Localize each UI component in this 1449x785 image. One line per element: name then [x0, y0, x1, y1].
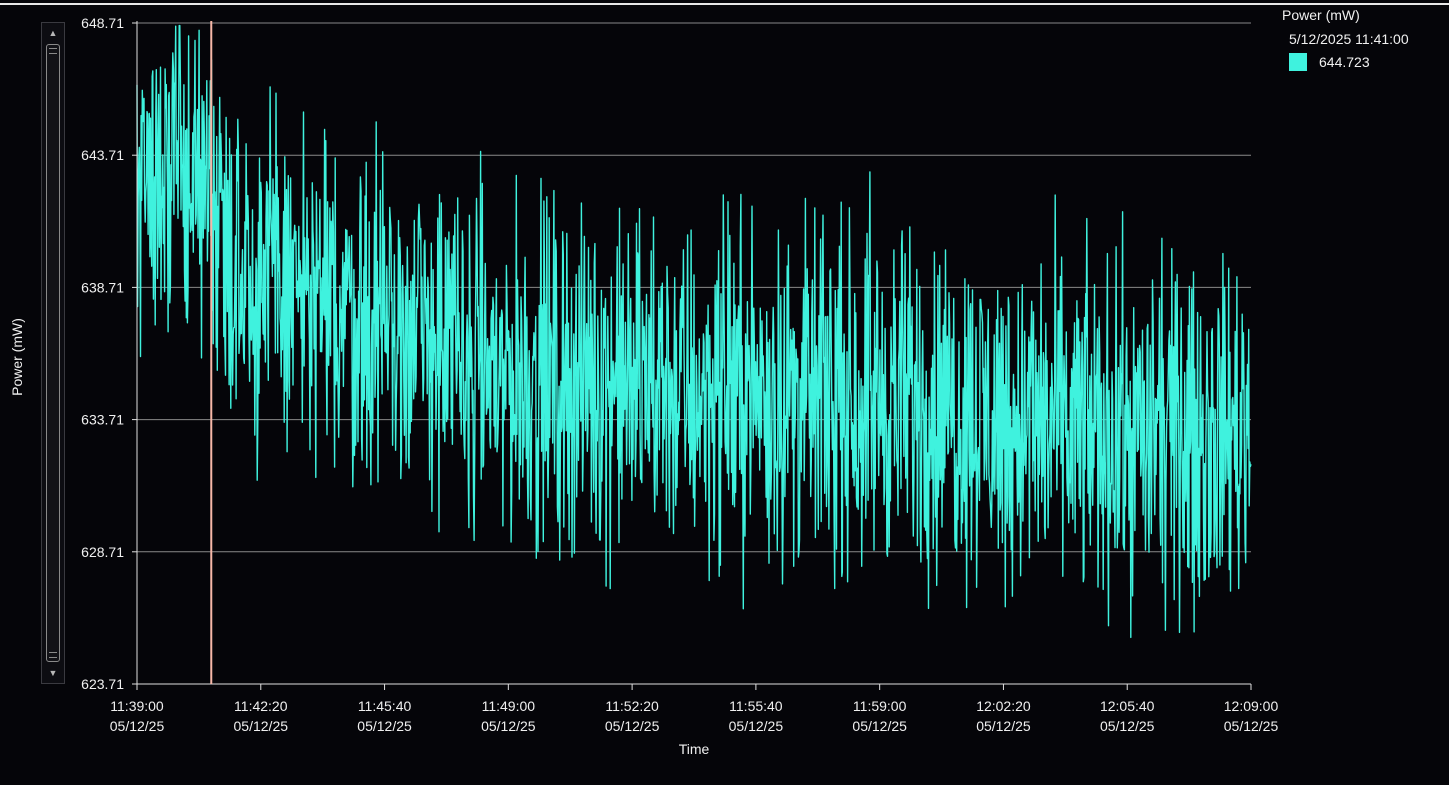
thumb-grip-top [49, 48, 57, 54]
y-tick-label: 643.71 [81, 147, 124, 163]
legend-item: 644.723 [1289, 53, 1442, 71]
legend-value: 644.723 [1319, 54, 1370, 70]
legend-swatch [1289, 53, 1307, 71]
legend-title: Power (mW) [1282, 7, 1360, 23]
x-tick-date-label: 05/12/25 [605, 718, 660, 734]
window-top-border [0, 3, 1449, 5]
legend-timestamp: 5/12/2025 11:41:00 [1289, 31, 1409, 47]
x-tick-date-label: 05/12/25 [1224, 718, 1279, 734]
tick-labels: 648.71 643.71 638.71 633.71 628.71 623.71 11:3… [81, 15, 1278, 734]
chevron-down-icon[interactable]: ▼ [48, 668, 58, 678]
x-tick-time-label: 11:55:40 [729, 698, 783, 714]
x-tick-time-label: 12:02:20 [976, 698, 1031, 714]
legend: Power (mW) 5/12/2025 11:41:00 644.723 [1282, 6, 1442, 71]
x-tick-time-label: 11:42:20 [234, 698, 288, 714]
power-series-line [136, 24, 1252, 639]
chevron-up-icon[interactable]: ▲ [48, 28, 58, 38]
y-tick-label: 628.71 [81, 544, 124, 560]
x-tick-date-label: 05/12/25 [852, 718, 907, 734]
x-tick-time-label: 11:39:00 [110, 698, 164, 714]
x-axis-title: Time [678, 741, 710, 757]
x-tick-date-label: 05/12/25 [1100, 718, 1155, 734]
x-tick-time-label: 12:09:00 [1224, 698, 1279, 714]
x-tick-date-label: 05/12/25 [481, 718, 536, 734]
x-tick-date-label: 05/12/25 [110, 718, 165, 734]
y-tick-label: 648.71 [81, 15, 124, 31]
x-tick-date-label: 05/12/25 [976, 718, 1031, 734]
x-tick-date-label: 05/12/25 [234, 718, 289, 734]
series-layer [136, 24, 1252, 639]
x-tick-time-label: 11:49:00 [482, 698, 536, 714]
vertical-scrollbar[interactable]: ▲ ▼ [41, 22, 65, 684]
y-tick-label: 633.71 [81, 412, 124, 428]
x-tick-date-label: 05/12/25 [729, 718, 784, 734]
scroll-thumb[interactable] [46, 44, 60, 662]
x-tick-time-label: 11:45:40 [358, 698, 412, 714]
thumb-grip-bottom [49, 652, 57, 658]
y-tick-label: 638.71 [81, 279, 124, 295]
axes [132, 21, 1252, 690]
x-tick-time-label: 11:52:20 [605, 698, 659, 714]
x-tick-time-label: 11:59:00 [853, 698, 907, 714]
y-tick-label: 623.71 [81, 676, 124, 692]
x-tick-date-label: 05/12/25 [357, 718, 412, 734]
x-tick-time-label: 12:05:40 [1100, 698, 1155, 714]
